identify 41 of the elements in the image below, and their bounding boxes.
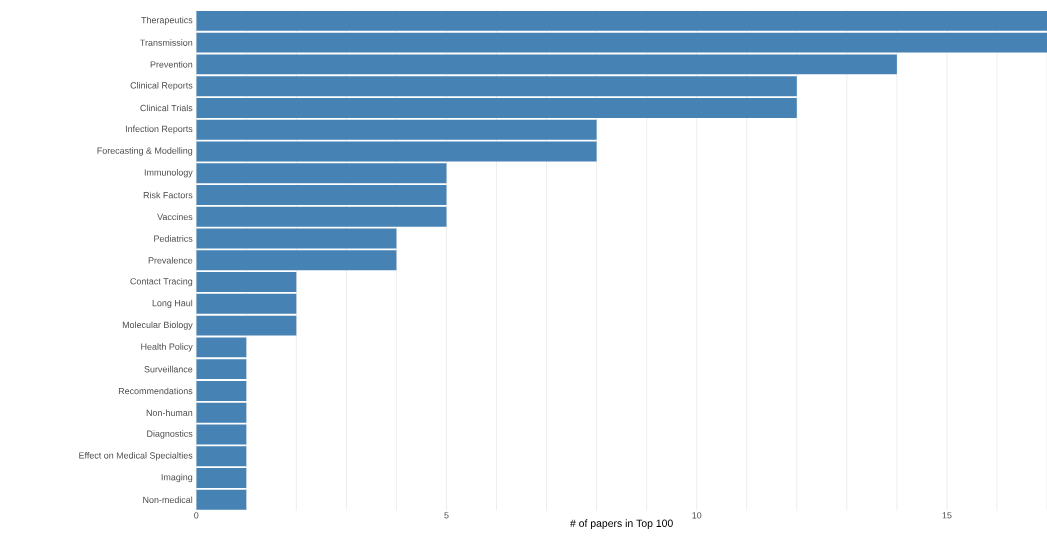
y-tick-label: Clinical Reports [130, 82, 193, 91]
y-tick-label: Molecular Biology [122, 321, 193, 331]
y-tick-label: Surveillance [144, 366, 193, 373]
y-tick-label: Health Policy [141, 343, 193, 352]
bar [196, 359, 247, 380]
bar [196, 381, 247, 402]
y-tick-label: Contact Tracing [130, 278, 193, 287]
y-tick-label: Therapeutics [141, 16, 193, 26]
y-tick-label: Prevalence [148, 257, 193, 264]
y-tick-label: Infection Reports [125, 125, 193, 135]
y-tick-label: Risk Factors [143, 191, 193, 199]
bar [196, 446, 247, 467]
x-tick-label: 15 [942, 512, 952, 519]
x-axis-title: # of papers in Top 100 [570, 519, 673, 530]
y-tick-label: Transmission [140, 39, 193, 47]
y-tick-label: Diagnostics [147, 430, 193, 439]
y-tick-label: Vaccines [157, 213, 193, 221]
bar [196, 490, 247, 510]
bar [196, 76, 797, 97]
y-tick-label: Recommendations [118, 387, 193, 395]
y-tick-label: Clinical Trials [140, 104, 193, 112]
y-tick-label: Imaging [161, 474, 193, 483]
y-tick-label: Non-medical [143, 496, 193, 504]
x-tick-label: 0 [194, 512, 199, 519]
bar [196, 468, 247, 489]
bar [196, 185, 447, 206]
bar [196, 294, 297, 315]
y-tick-label: Non-human [146, 409, 193, 417]
bar [196, 272, 297, 293]
bar [196, 207, 447, 227]
bar [196, 163, 447, 184]
y-tick-label: Pediatrics [154, 235, 193, 243]
y-tick-label: Effect on Medical Specialties [79, 452, 193, 461]
y-tick-label: Immunology [144, 169, 193, 178]
bar [196, 98, 797, 119]
x-tick-label: 10 [692, 512, 702, 519]
y-tick-label: Prevention [150, 61, 193, 68]
bar [196, 11, 1047, 32]
y-tick-label: Forecasting & Modelling [97, 147, 193, 156]
y-tick-label: Long Haul [152, 299, 193, 309]
x-tick-label: 5 [444, 512, 449, 519]
